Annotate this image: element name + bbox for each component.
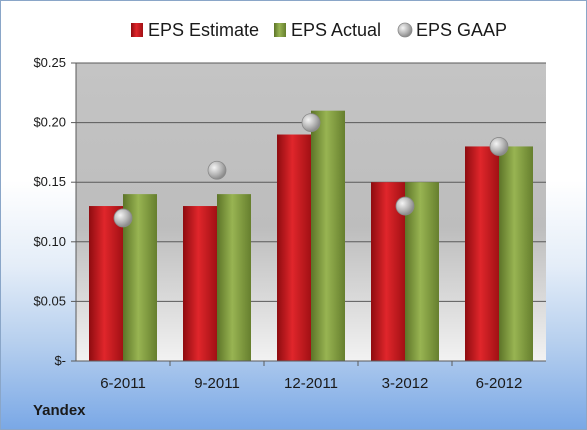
bar-eps-actual: [499, 146, 533, 361]
legend-eps-actual-label: EPS Actual: [291, 20, 381, 40]
y-tick-label: $0.05: [33, 293, 66, 308]
company-name: Yandex: [33, 402, 86, 419]
point-eps-gaap: [207, 160, 227, 180]
point-eps-gaap: [113, 208, 133, 228]
bar-eps-estimate: [183, 206, 217, 361]
y-tick-label: $-: [54, 353, 66, 368]
x-category-label: 3-2012: [382, 375, 429, 392]
bar-eps-estimate: [465, 146, 499, 361]
bar-eps-estimate: [277, 134, 311, 361]
y-tick-label: $0.10: [33, 234, 66, 249]
point-eps-gaap: [301, 113, 321, 132]
legend-eps-estimate-swatch: [131, 23, 143, 37]
legend-eps-gaap-swatch: [397, 22, 413, 38]
bar-eps-actual: [311, 110, 345, 362]
bar-eps-estimate: [89, 206, 123, 361]
point-eps-gaap: [395, 196, 415, 216]
x-category-label: 6-2011: [100, 375, 146, 392]
legend-eps-gaap-label: EPS GAAP: [416, 20, 507, 40]
y-tick-label: $0.15: [33, 174, 66, 189]
x-category-label: 9-2011: [194, 375, 240, 392]
legend-eps-actual-swatch: [274, 23, 286, 37]
point-eps-gaap: [489, 137, 509, 156]
y-tick-label: $0.25: [33, 55, 66, 70]
bar-eps-actual: [217, 194, 251, 361]
x-category-label: 12-2011: [284, 375, 338, 392]
legend-eps-estimate-label: EPS Estimate: [148, 20, 259, 40]
x-category-label: 6-2012: [476, 375, 523, 392]
y-tick-label: $0.20: [33, 115, 66, 130]
